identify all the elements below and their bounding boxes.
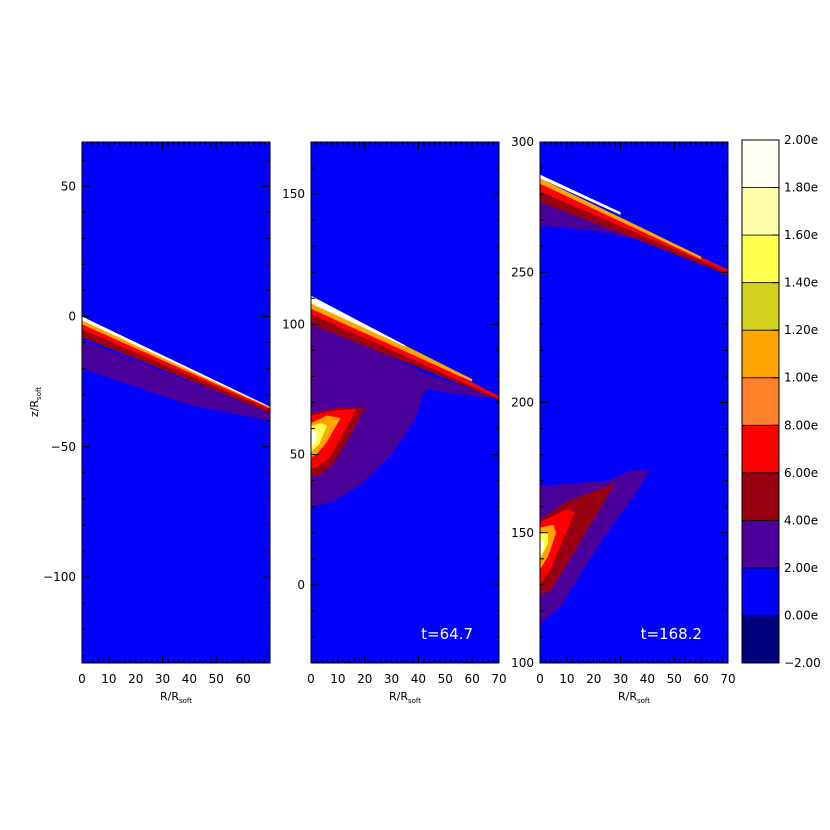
contour-features bbox=[540, 174, 728, 624]
contour-region bbox=[311, 431, 317, 447]
y-tick-label: 100 bbox=[282, 317, 305, 331]
y-tick-label: 100 bbox=[511, 656, 534, 670]
y-axis-label: z/Rsoft bbox=[28, 387, 43, 417]
x-tick-label: 20 bbox=[128, 672, 143, 686]
x-axis-label: R/Rsoft bbox=[618, 690, 650, 705]
x-tick-label: 70 bbox=[491, 672, 506, 686]
y-tick-label: 150 bbox=[511, 526, 534, 540]
x-tick-label: 50 bbox=[209, 672, 224, 686]
colorbar-tick-label: 1.20e bbox=[784, 323, 818, 337]
x-axis-label: R/Rsoft bbox=[389, 690, 421, 705]
colorbar-tick-label: −2.00 bbox=[784, 656, 821, 670]
panel-3: 0 10 20 30 40 50 60 70 300 250 200 150 100 R/Rsoft t=1… bbox=[511, 135, 736, 705]
x-tick-label: 0 bbox=[78, 672, 86, 686]
x-tick-label: 10 bbox=[330, 672, 345, 686]
colorbar-band bbox=[741, 519, 780, 569]
contour-features bbox=[82, 316, 270, 421]
contour-region bbox=[540, 178, 702, 260]
x-tick-label: 40 bbox=[411, 672, 426, 686]
y-tick-label: −50 bbox=[51, 440, 76, 454]
x-tick-label: 40 bbox=[640, 672, 655, 686]
x-axis-label: R/Rsoft bbox=[160, 690, 192, 705]
colorbar-band bbox=[741, 282, 780, 331]
colorbar-tick-label: 1.40e bbox=[784, 276, 818, 290]
contour-region bbox=[540, 532, 549, 559]
panel-frame bbox=[81, 141, 271, 664]
colorbar-tick-label: 1.00e bbox=[784, 371, 818, 385]
y-tick-label: 250 bbox=[511, 265, 534, 279]
x-tick-label: 10 bbox=[101, 672, 116, 686]
colorbar-band bbox=[741, 424, 780, 474]
x-tick-label: 10 bbox=[559, 672, 574, 686]
colorbar-band bbox=[741, 472, 780, 521]
x-tick-label: 70 bbox=[720, 672, 735, 686]
colorbar-band bbox=[741, 139, 780, 188]
contour-region bbox=[311, 423, 328, 452]
x-tick-label: 50 bbox=[438, 672, 453, 686]
colorbar-band bbox=[741, 615, 780, 664]
y-tick-label: 0 bbox=[68, 310, 76, 324]
x-tick-label: 60 bbox=[694, 672, 709, 686]
contour-region bbox=[540, 540, 544, 557]
panel-1: 0 10 20 30 40 50 60 50 0 −50 −100 R/Rsoft bbox=[43, 141, 271, 705]
x-tick-label: 0 bbox=[307, 672, 315, 686]
contour-region bbox=[540, 174, 621, 215]
y-tick-label: 300 bbox=[511, 135, 534, 149]
colorbar-tick-label: 4.00e bbox=[784, 513, 818, 527]
contour-region bbox=[311, 295, 405, 347]
x-tick-label: 60 bbox=[465, 672, 480, 686]
time-annotation: t=64.7 bbox=[421, 625, 473, 643]
colorbar-frame bbox=[741, 139, 780, 664]
time-annotation: t=168.2 bbox=[641, 625, 702, 643]
x-tick-label: 30 bbox=[384, 672, 399, 686]
x-tick-label: 30 bbox=[155, 672, 170, 686]
x-tick-label: 50 bbox=[667, 672, 682, 686]
colorbar-tick-label: 1.80e bbox=[784, 181, 818, 195]
colorbar-tick-label: 0.00e bbox=[784, 608, 818, 622]
contour-region bbox=[82, 340, 270, 421]
y-tick-label: 50 bbox=[290, 448, 305, 462]
panel-2: 0 10 20 30 40 50 60 70 150 100 50 0 R/Rsoft t=64.7 bbox=[282, 141, 507, 705]
x-tick-label: 0 bbox=[536, 672, 544, 686]
x-tick-label: 60 bbox=[236, 672, 251, 686]
x-tick-label: 20 bbox=[586, 672, 601, 686]
colorbar-band bbox=[741, 567, 780, 616]
x-tick-label: 20 bbox=[357, 672, 372, 686]
colorbar-tick-label: 2.00e bbox=[784, 133, 818, 147]
colorbar-band bbox=[741, 187, 780, 236]
y-tick-label: 0 bbox=[297, 578, 305, 592]
colorbar-band bbox=[741, 234, 780, 284]
colorbar-tick-label: 2.00e bbox=[784, 561, 818, 575]
contour-region bbox=[540, 483, 616, 596]
x-tick-label: 30 bbox=[613, 672, 628, 686]
colorbar-band bbox=[741, 329, 780, 379]
y-tick-label: 150 bbox=[282, 187, 305, 201]
contour-region bbox=[82, 316, 270, 408]
contour-features bbox=[311, 295, 499, 507]
y-tick-label: 200 bbox=[511, 396, 534, 410]
colorbar-tick-label: 8.00e bbox=[784, 418, 818, 432]
x-tick-label: 40 bbox=[182, 672, 197, 686]
colorbar-tick-label: 6.00e bbox=[784, 466, 818, 480]
colorbar: 2.00e 1.80e 1.60e 1.40e 1.20e 1.00e 8.00e 6.00e… bbox=[741, 133, 821, 670]
colorbar-tick-label: 1.60e bbox=[784, 228, 818, 242]
contour-region bbox=[311, 319, 499, 507]
y-tick-label: 50 bbox=[61, 179, 76, 193]
colorbar-band bbox=[741, 377, 780, 426]
y-tick-label: −100 bbox=[43, 570, 76, 584]
